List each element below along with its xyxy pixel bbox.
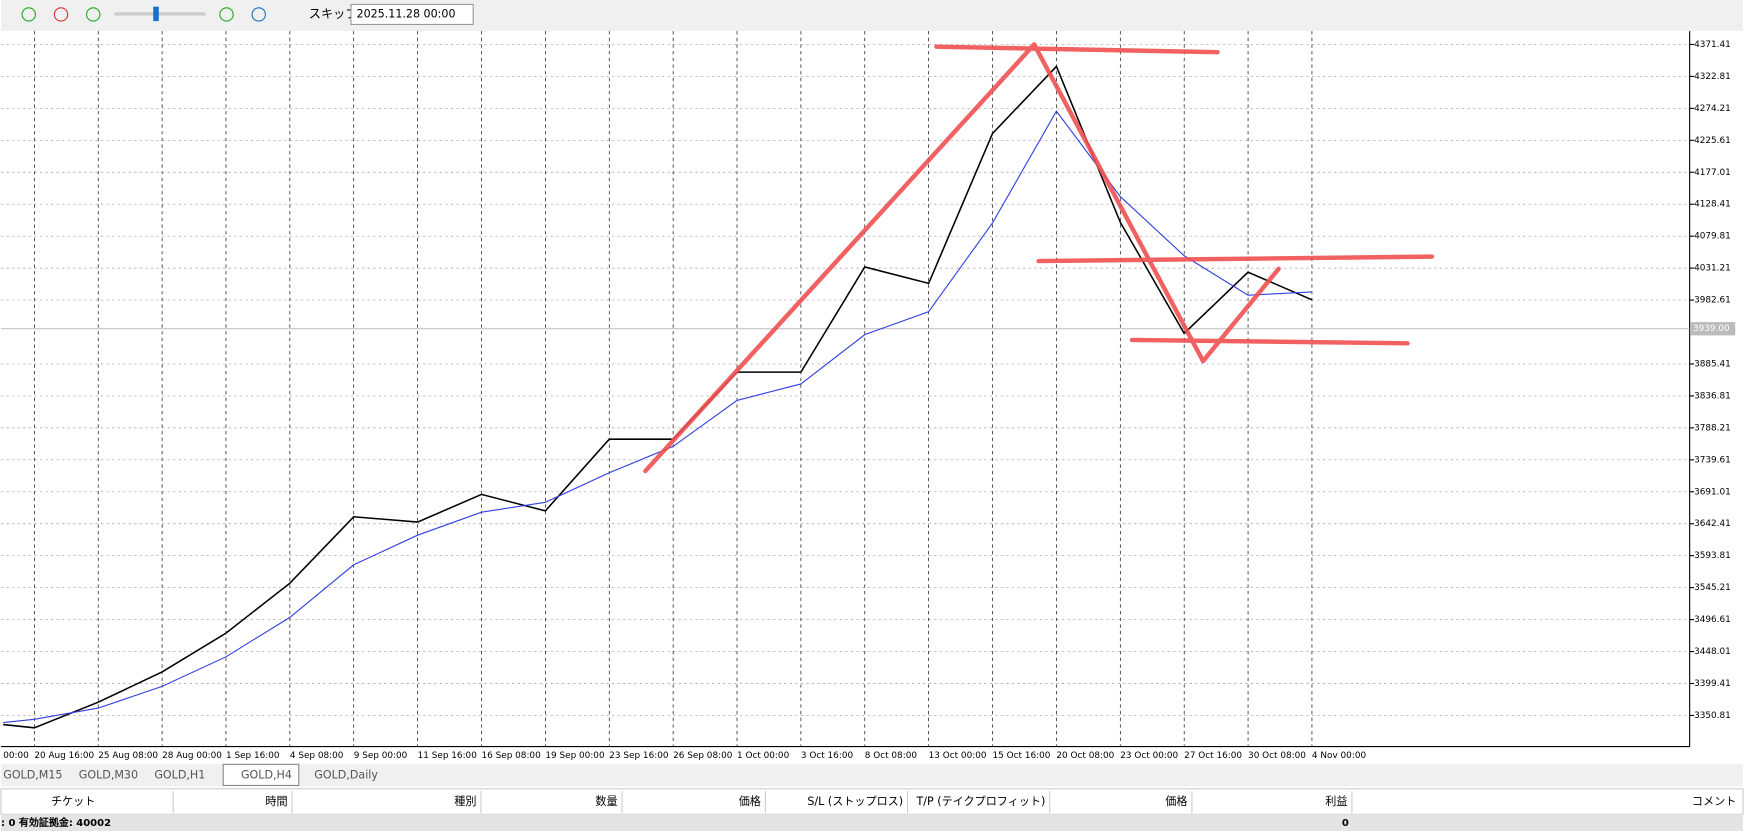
tab[interactable]: GOLD,M15	[3, 768, 62, 781]
y-tick-label: 3399.41	[1694, 679, 1731, 689]
column-header[interactable]: S/L (ストップロス)	[807, 795, 903, 808]
y-tick-label: 3836.81	[1694, 391, 1731, 401]
x-tick-label: 20 Aug 16:00	[34, 751, 94, 761]
slider-thumb[interactable]	[153, 6, 159, 22]
column-header[interactable]: チケット	[51, 795, 95, 808]
y-tick-label: 3788.21	[1694, 423, 1731, 433]
trendline	[1036, 254, 1435, 264]
y-tick-label: 4225.61	[1694, 136, 1731, 146]
y-tick-label: 4177.01	[1694, 168, 1731, 178]
x-tick-label: 19 Sep 00:00	[545, 751, 605, 761]
toolbar	[1, 0, 1743, 32]
tab[interactable]: GOLD,Daily	[314, 768, 378, 781]
trendlines	[643, 42, 1435, 474]
x-tick-label: 28 Aug 00:00	[162, 751, 222, 761]
active-tab	[222, 763, 300, 787]
trendline	[934, 44, 1220, 55]
play-button[interactable]	[21, 7, 37, 22]
x-tick-label: 30 Oct 08:00	[1248, 751, 1306, 761]
x-tick-label: 4 Sep 08:00	[290, 751, 344, 761]
x-tick-label: 9 Sep 00:00	[354, 751, 408, 761]
y-tick-label: 3545.21	[1694, 583, 1731, 593]
y-tick-label: 3496.61	[1694, 615, 1731, 625]
status-text: : 0 有効証拠金: 40002	[1, 816, 111, 829]
y-tick-label: 3739.61	[1694, 455, 1731, 465]
y-tick-label: 4128.41	[1694, 200, 1731, 210]
y-tick-label: 4274.21	[1694, 104, 1731, 114]
date-input[interactable]: 2025.11.28 00:00	[357, 7, 456, 20]
ma-line	[3, 110, 1312, 724]
x-tick-label: 4 Nov 00:00	[1312, 751, 1367, 761]
stop-button[interactable]	[53, 7, 69, 22]
tab[interactable]: GOLD,H1	[154, 768, 205, 781]
x-tick-label: 15 Oct 16:00	[993, 751, 1051, 761]
y-tick-label: 3350.81	[1694, 711, 1731, 721]
y-tick-label: 4079.81	[1694, 232, 1731, 242]
speed-slider[interactable]	[114, 12, 206, 16]
x-tick-label: 3 Oct 16:00	[801, 751, 854, 761]
x-tick-label: 20 Oct 08:00	[1056, 751, 1114, 761]
y-tick-label: 4371.41	[1694, 40, 1731, 50]
table-header	[0, 788, 1744, 815]
column-header[interactable]: コメント	[1692, 795, 1736, 808]
y-tick-label: 3593.81	[1694, 551, 1731, 561]
current-price-label: 3939.00	[1693, 324, 1730, 334]
column-header[interactable]: 時間	[265, 795, 287, 808]
x-tick-label: 8 Oct 08:00	[865, 751, 918, 761]
x-tick-label: 1 Oct 00:00	[737, 751, 790, 761]
tab-bar	[1, 764, 1743, 787]
trendline	[1129, 337, 1410, 346]
y-tick-label: 3691.01	[1694, 487, 1731, 497]
column-header[interactable]: 数量	[595, 795, 617, 808]
tab[interactable]: GOLD,H4	[241, 768, 292, 781]
y-tick-label: 3642.41	[1694, 519, 1731, 529]
y-tick-label: 3448.01	[1694, 647, 1731, 657]
date-box[interactable]	[350, 3, 474, 25]
trendline	[1031, 42, 1206, 364]
x-tick-label: 23 Sep 16:00	[609, 751, 669, 761]
column-header[interactable]: 価格	[1165, 794, 1187, 808]
y-tick-label: 3982.61	[1694, 296, 1731, 306]
x-tick-label: 00:00	[3, 751, 29, 761]
column-header[interactable]: 利益	[1325, 794, 1347, 808]
x-tick-label: 16 Sep 08:00	[481, 751, 541, 761]
x-tick-label: 1 Sep 16:00	[226, 751, 280, 761]
profit-total: 0	[1342, 818, 1349, 829]
x-tick-label: 25 Aug 08:00	[98, 751, 158, 761]
forward-button[interactable]	[219, 7, 234, 22]
x-tick-label: 23 Oct 00:00	[1120, 751, 1178, 761]
column-header[interactable]: 価格	[739, 794, 761, 808]
skip-button[interactable]: スキップ	[309, 7, 359, 21]
x-tick-label: 11 Sep 16:00	[418, 751, 478, 761]
chart-bg	[1, 31, 1743, 748]
rewind-button[interactable]	[85, 7, 101, 22]
status-row	[1, 814, 1743, 831]
y-tick-label: 4322.81	[1694, 72, 1731, 82]
trendline	[643, 42, 1037, 474]
end-button[interactable]	[251, 7, 266, 22]
y-tick-label: 3885.41	[1694, 359, 1731, 369]
y-tick-label: 4031.21	[1694, 264, 1731, 274]
x-tick-label: 13 Oct 00:00	[929, 751, 987, 761]
tab[interactable]: GOLD,M30	[79, 768, 138, 781]
column-header[interactable]: 種別	[454, 794, 476, 808]
current-price-box	[1690, 322, 1736, 336]
x-tick-label: 26 Sep 08:00	[673, 751, 733, 761]
trendline	[1200, 266, 1281, 364]
column-header[interactable]: T/P (テイクプロフィット)	[916, 795, 1046, 808]
x-tick-label: 27 Oct 16:00	[1184, 751, 1242, 761]
